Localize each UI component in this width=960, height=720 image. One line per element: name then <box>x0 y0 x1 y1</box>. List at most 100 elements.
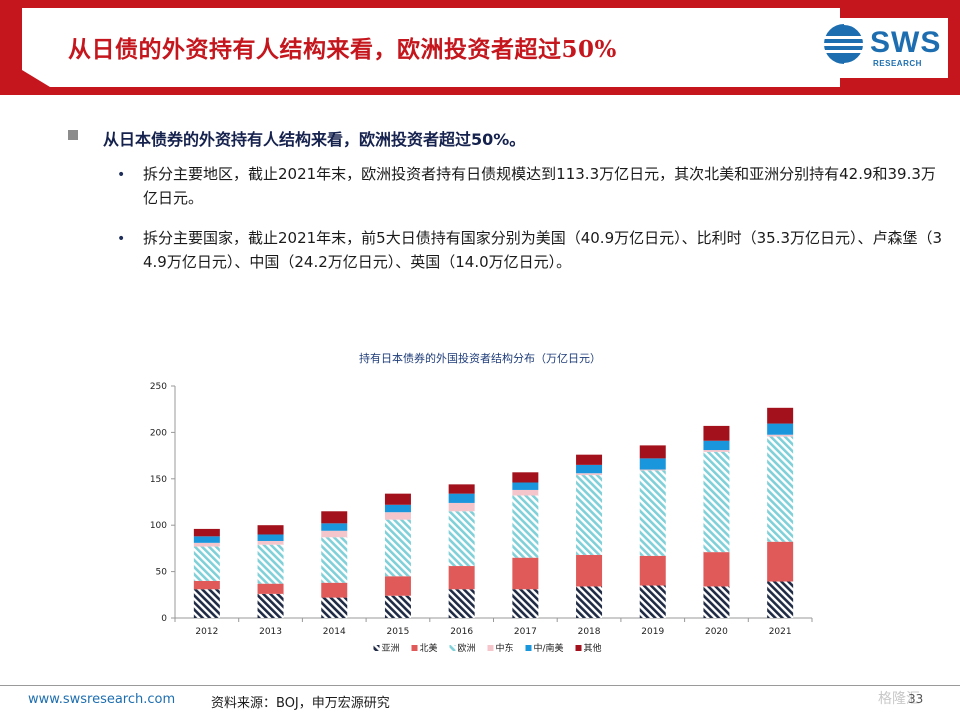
footer-url-link[interactable]: www.swsresearch.com <box>28 692 176 707</box>
legend-swatch <box>487 645 494 651</box>
y-tick-label: 200 <box>150 428 167 438</box>
bar-segment <box>703 552 730 587</box>
bar-segment <box>321 537 348 583</box>
bar-segment <box>767 423 794 435</box>
legend-item: 亚洲 <box>373 643 400 654</box>
legend-item: 中/南美 <box>525 642 564 654</box>
y-tick-label: 100 <box>150 521 167 531</box>
bar-segment <box>321 523 348 531</box>
legend-swatch <box>449 645 456 651</box>
bar-segment <box>767 407 794 424</box>
bar-segment <box>384 576 411 596</box>
x-tick-label: 2013 <box>259 627 282 637</box>
y-tick-label: 150 <box>150 475 167 485</box>
bar-segment <box>448 511 475 567</box>
bar-segment <box>193 546 220 581</box>
legend-swatch <box>525 645 532 651</box>
bar-segment <box>767 434 794 437</box>
legend-swatch <box>373 645 380 651</box>
bar-segment <box>257 525 284 535</box>
legend-swatch <box>575 645 582 651</box>
bar-segment <box>448 589 475 618</box>
bullet-square-icon <box>68 130 78 140</box>
x-tick-label: 2014 <box>323 627 346 637</box>
bar-segment <box>512 557 539 590</box>
legend-label: 中东 <box>496 642 514 654</box>
bar-segment <box>576 586 603 618</box>
bar-segment <box>193 589 220 618</box>
bullet-text-2: 拆分主要国家，截止2021年末，前5大日债持有国家分别为美国（40.9万亿日元）… <box>143 229 943 271</box>
bar-segment <box>384 504 411 513</box>
bar-segment <box>448 502 475 512</box>
legend-label: 北美 <box>420 642 438 654</box>
bar-segment <box>576 464 603 474</box>
x-tick-label: 2017 <box>514 627 537 637</box>
section-heading: 从日本债券的外资持有人结构来看，欧洲投资者超过50%。 <box>103 130 526 149</box>
bar-segment <box>639 585 666 618</box>
x-tick-label: 2019 <box>641 627 664 637</box>
chart-axes: 0 50 100 150 200 250 2012 2013 2014 2015 2016 2017 2… <box>150 382 813 637</box>
bar-segment <box>703 450 730 452</box>
bar-segment <box>448 493 475 503</box>
bar-segment <box>193 580 220 590</box>
bar-segment <box>384 512 411 520</box>
legend-label: 亚洲 <box>382 643 400 654</box>
x-tick-label: 2018 <box>578 627 601 637</box>
bar-segment <box>576 454 603 465</box>
y-tick-label: 0 <box>161 614 167 624</box>
logo-subtitle: RESEARCH <box>873 59 922 68</box>
chart-bars <box>193 407 794 618</box>
x-tick-label: 2015 <box>386 627 409 637</box>
bullet-text-1: 拆分主要地区，截止2021年末，欧洲投资者持有日债规模达到113.3万亿日元，其… <box>143 165 936 207</box>
bar-segment <box>193 542 220 547</box>
bar-segment <box>639 470 666 556</box>
bar-segment <box>639 445 666 459</box>
chart-legend: 亚洲 北美 欧洲 中东 中/南美 其他 <box>373 642 602 654</box>
bar-segment <box>512 589 539 618</box>
footer-divider <box>0 685 960 686</box>
bullet-dot-icon: • <box>117 167 126 183</box>
bullet-dot-icon: • <box>117 231 126 247</box>
bar-segment <box>321 530 348 538</box>
globe-logo-icon <box>824 23 865 65</box>
bar-segment <box>703 451 730 553</box>
legend-label: 其他 <box>584 642 602 654</box>
legend-swatch <box>411 645 418 651</box>
bar-segment <box>639 555 666 586</box>
bar-segment <box>384 595 411 618</box>
page-title: 从日债的外资持有人结构来看，欧洲投资者超过50% <box>68 36 617 63</box>
bar-segment <box>703 586 730 618</box>
header-panel <box>22 8 840 87</box>
bar-segment <box>448 566 475 590</box>
bar-segment <box>321 597 348 618</box>
bar-segment <box>703 425 730 441</box>
legend-item: 北美 <box>411 642 438 654</box>
bar-segment <box>512 489 539 496</box>
footer-source: 资料来源：BOJ，申万宏源研究 <box>211 696 390 711</box>
legend-item: 欧洲 <box>449 642 476 654</box>
bar-segment <box>257 593 284 618</box>
logo-wordmark: SWS <box>870 26 942 59</box>
bar-segment <box>257 583 284 594</box>
bar-segment <box>767 581 794 618</box>
x-tick-label: 2016 <box>450 627 473 637</box>
legend-item: 中东 <box>487 642 514 654</box>
x-tick-label: 2012 <box>195 627 218 637</box>
bar-segment <box>448 484 475 494</box>
bar-segment <box>321 582 348 598</box>
bar-segment <box>576 473 603 476</box>
chart-title: 持有日本债券的外国投资者结构分布（万亿日元） <box>359 352 601 365</box>
bar-segment <box>384 493 411 505</box>
legend-item: 其他 <box>575 642 602 654</box>
watermark: 格隆汇 <box>878 691 920 707</box>
bar-segment <box>703 440 730 451</box>
page-number: 33 <box>908 692 924 706</box>
bar-segment <box>257 534 284 541</box>
bar-segment <box>576 475 603 555</box>
bar-segment <box>767 541 794 582</box>
bar-segment <box>257 544 284 584</box>
x-tick-label: 2020 <box>705 627 728 637</box>
legend-label: 欧洲 <box>458 642 476 654</box>
legend-label: 中/南美 <box>534 642 564 654</box>
bar-segment <box>193 536 220 543</box>
